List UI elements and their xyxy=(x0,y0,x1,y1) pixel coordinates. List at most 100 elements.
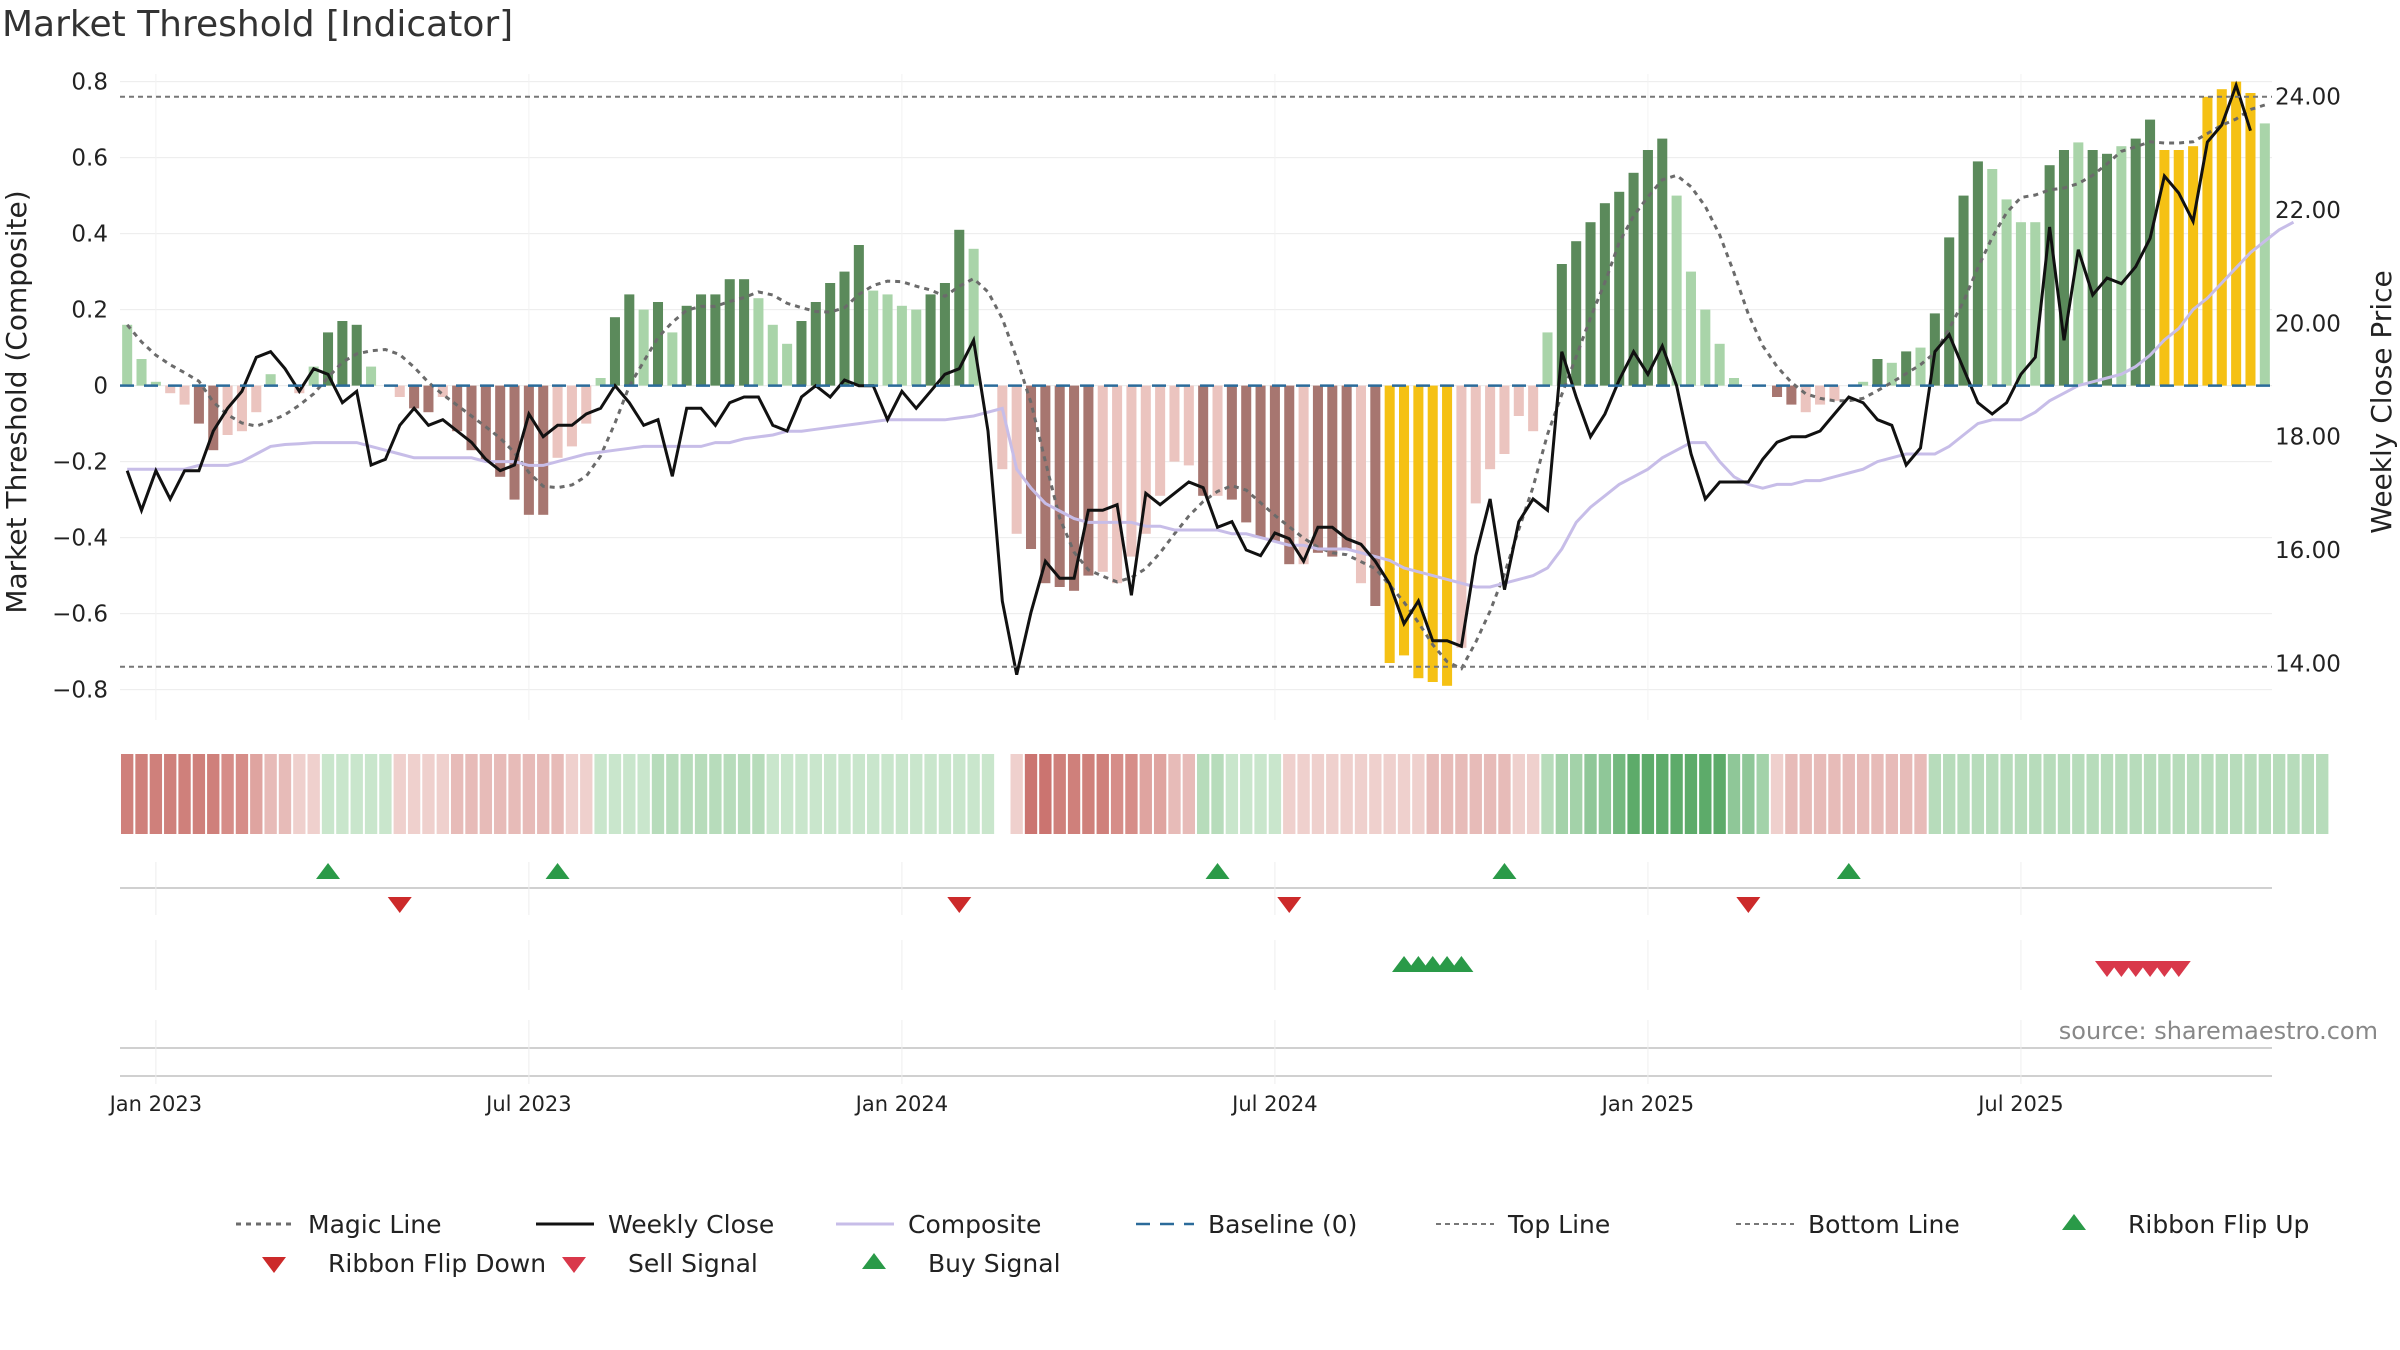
ribbon-cell xyxy=(1684,754,1698,834)
y-axis-right-label: Weekly Close Price xyxy=(2365,270,2398,533)
ribbon-cell xyxy=(164,754,177,834)
composite-bar xyxy=(767,324,778,386)
buy-signal-marker xyxy=(1449,956,1474,972)
composite-bar xyxy=(724,279,735,386)
composite-bar xyxy=(2231,81,2242,386)
composite-bar xyxy=(1685,271,1696,386)
ribbon-cell xyxy=(2000,754,2013,834)
composite-bar xyxy=(337,321,348,386)
ribbon-cell xyxy=(1799,754,1812,834)
signal-row xyxy=(1392,956,2191,977)
composite-bar xyxy=(739,279,750,386)
composite-bar xyxy=(409,385,420,409)
composite-bar xyxy=(1728,378,1740,386)
ribbon-cell xyxy=(1641,754,1655,834)
ribbon-cell xyxy=(1670,754,1683,834)
ribbon-cell xyxy=(178,754,191,834)
ribbon-cell xyxy=(1182,754,1195,834)
ribbon-cell xyxy=(307,754,320,834)
ribbon-cell xyxy=(1354,754,1368,834)
composite-bar xyxy=(1399,385,1410,656)
composite-bar xyxy=(968,248,979,386)
composite-bar xyxy=(2130,138,2141,386)
ribbon-cell xyxy=(2057,754,2071,834)
ribbon-cell xyxy=(1483,754,1497,834)
composite-bar xyxy=(236,385,247,432)
y-left-tick-label: −0.2 xyxy=(52,450,108,476)
composite-bar xyxy=(1786,385,1797,405)
composite-bar xyxy=(1083,385,1094,576)
composite-bar xyxy=(1829,385,1840,401)
left-axis: 0.8 0.6 0.4 0.2 0 −0.2 −0.4 −0.6 −0.8 xyxy=(52,70,108,704)
ribbon-cell xyxy=(407,754,421,834)
ribbon-cell xyxy=(321,754,335,834)
ribbon-cell xyxy=(2014,754,2028,834)
composite-bar xyxy=(925,294,936,386)
ribbon-cell xyxy=(1856,754,1870,834)
source-credit: source: sharemaestro.com xyxy=(2059,1017,2378,1045)
legend-item: Baseline (0) xyxy=(1136,1210,1357,1239)
reference-lines xyxy=(120,95,2272,668)
ribbon-cell xyxy=(1828,754,1841,834)
sell-signal-marker xyxy=(2166,961,2191,977)
ribbon-cell xyxy=(1699,754,1712,834)
ribbon-cell xyxy=(2172,754,2185,834)
ribbon-cell xyxy=(479,754,493,834)
composite-bar xyxy=(2044,165,2055,386)
ribbon-cell xyxy=(651,754,665,834)
composite-bar xyxy=(1327,385,1338,557)
composite-bar xyxy=(1915,347,1926,386)
ribbon-cell xyxy=(1197,754,1210,834)
ribbon-cell xyxy=(2115,754,2128,834)
composite-bar xyxy=(1700,309,1711,386)
composite-bar xyxy=(480,385,491,462)
ribbon-flip-up-marker xyxy=(1205,863,1230,879)
ribbon-cell xyxy=(1153,754,1167,834)
composite-bar xyxy=(1140,385,1151,534)
ribbon-cell xyxy=(1168,754,1181,834)
legend-triangle-down-icon xyxy=(562,1257,586,1273)
ribbon-cell xyxy=(2158,754,2171,834)
magic-line xyxy=(126,103,2266,671)
ribbon-cell xyxy=(1469,754,1482,834)
y-left-tick-label: 0.6 xyxy=(71,146,108,172)
composite-bar xyxy=(1858,381,1869,386)
ribbon-cell xyxy=(867,754,880,834)
ribbon-cell xyxy=(895,754,909,834)
legend-label: Weekly Close xyxy=(608,1210,774,1239)
x-tick-label: Jul 2023 xyxy=(484,1092,571,1116)
ribbon-flip-up-marker xyxy=(1492,863,1517,879)
ribbon-cell xyxy=(135,754,148,834)
ribbon-cell xyxy=(537,754,550,834)
composite-bar xyxy=(394,385,405,397)
composite-bar xyxy=(1556,264,1567,386)
legend-label: Ribbon Flip Down xyxy=(328,1249,546,1278)
ribbon-cell xyxy=(752,754,765,834)
ribbon-cell xyxy=(1842,754,1855,834)
composite-bar xyxy=(1284,385,1295,565)
ribbon-cell xyxy=(565,754,579,834)
ribbon-cell xyxy=(1713,754,1726,834)
composite-bar xyxy=(2202,96,2213,386)
composite-bar xyxy=(323,332,334,386)
ribbon-cell xyxy=(766,754,779,834)
legend-item: Composite xyxy=(836,1210,1041,1239)
ribbon-cell xyxy=(795,754,808,834)
ribbon-cell xyxy=(910,754,923,834)
legend: Magic Line Weekly Close Composite Baseline … xyxy=(236,1210,2309,1278)
composite-bar xyxy=(1614,191,1625,386)
composite-bar xyxy=(1772,385,1783,397)
composite-bar xyxy=(997,385,1008,470)
composite-bar xyxy=(1456,385,1467,648)
date-axis: Jan 2023 Jul 2023 Jan 2024 Jul 2024 Jan 2025… xyxy=(108,862,2272,1116)
composite-bar xyxy=(753,298,764,386)
ribbon-cell xyxy=(981,754,995,834)
composite-bar xyxy=(2073,142,2084,386)
ribbon-cell xyxy=(594,754,607,834)
ribbon-cell xyxy=(1139,754,1152,834)
composite-bar xyxy=(1528,385,1539,432)
ribbon-cell xyxy=(852,754,866,834)
composite-bar xyxy=(2087,150,2098,386)
composite-bar xyxy=(1341,385,1352,549)
